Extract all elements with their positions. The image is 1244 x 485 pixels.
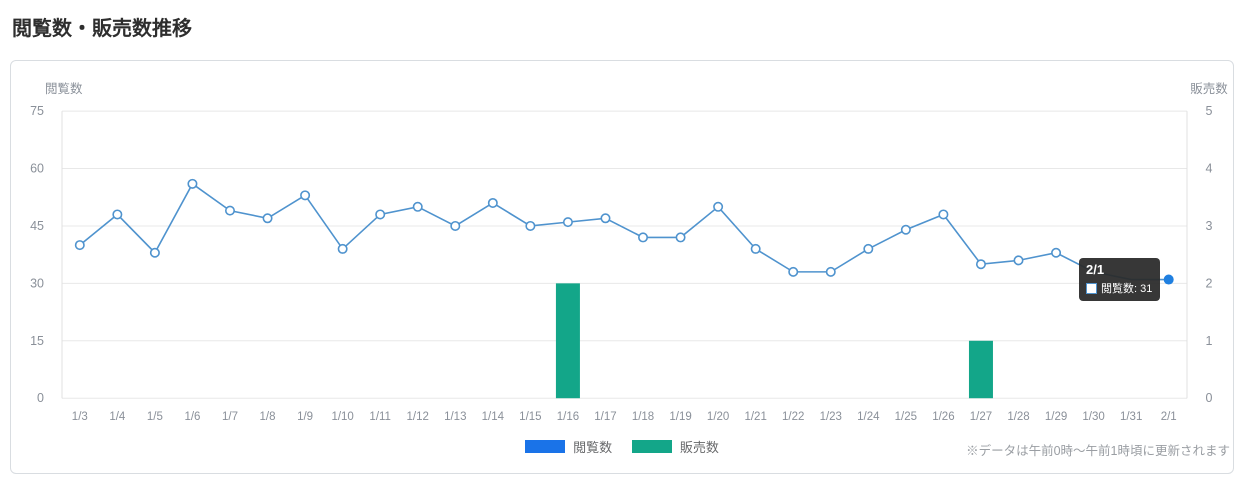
svg-text:1/26: 1/26 xyxy=(932,411,954,423)
svg-text:1/22: 1/22 xyxy=(782,411,804,423)
svg-text:0: 0 xyxy=(1206,391,1213,405)
svg-text:0: 0 xyxy=(37,391,44,405)
svg-text:1/9: 1/9 xyxy=(297,411,313,423)
svg-text:1/21: 1/21 xyxy=(744,411,766,423)
svg-text:1/29: 1/29 xyxy=(1045,411,1067,423)
svg-text:閲覧数: 閲覧数 xyxy=(45,81,83,96)
svg-text:1/15: 1/15 xyxy=(519,411,541,423)
svg-text:4: 4 xyxy=(1206,162,1213,176)
svg-text:1/27: 1/27 xyxy=(970,411,992,423)
svg-text:45: 45 xyxy=(30,219,44,233)
svg-text:2/1: 2/1 xyxy=(1161,411,1177,423)
svg-text:1: 1 xyxy=(1206,334,1213,348)
svg-text:1/13: 1/13 xyxy=(444,411,466,423)
svg-text:1/5: 1/5 xyxy=(147,411,163,423)
svg-text:1/18: 1/18 xyxy=(632,411,654,423)
svg-text:5: 5 xyxy=(1206,104,1213,118)
svg-text:1/8: 1/8 xyxy=(260,411,276,423)
svg-text:1/6: 1/6 xyxy=(184,411,200,423)
svg-text:1/28: 1/28 xyxy=(1007,411,1029,423)
svg-text:1/30: 1/30 xyxy=(1082,411,1104,423)
svg-text:1/31: 1/31 xyxy=(1120,411,1142,423)
svg-text:1/16: 1/16 xyxy=(557,411,579,423)
svg-text:1/7: 1/7 xyxy=(222,411,238,423)
svg-text:販売数: 販売数 xyxy=(1190,81,1228,96)
svg-text:1/12: 1/12 xyxy=(407,411,429,423)
svg-text:1/25: 1/25 xyxy=(895,411,917,423)
svg-text:1/19: 1/19 xyxy=(669,411,691,423)
svg-text:3: 3 xyxy=(1206,219,1213,233)
svg-text:1/4: 1/4 xyxy=(109,411,126,423)
svg-text:1/17: 1/17 xyxy=(594,411,616,423)
svg-text:2: 2 xyxy=(1206,276,1213,290)
svg-text:1/11: 1/11 xyxy=(369,411,391,423)
svg-text:15: 15 xyxy=(30,334,44,348)
svg-text:1/23: 1/23 xyxy=(820,411,842,423)
svg-text:60: 60 xyxy=(30,162,44,176)
svg-text:30: 30 xyxy=(30,276,44,290)
svg-text:1/14: 1/14 xyxy=(482,411,505,423)
svg-text:1/10: 1/10 xyxy=(331,411,353,423)
svg-text:75: 75 xyxy=(30,104,44,118)
svg-text:1/20: 1/20 xyxy=(707,411,729,423)
svg-text:1/24: 1/24 xyxy=(857,411,880,423)
svg-text:1/3: 1/3 xyxy=(72,411,88,423)
